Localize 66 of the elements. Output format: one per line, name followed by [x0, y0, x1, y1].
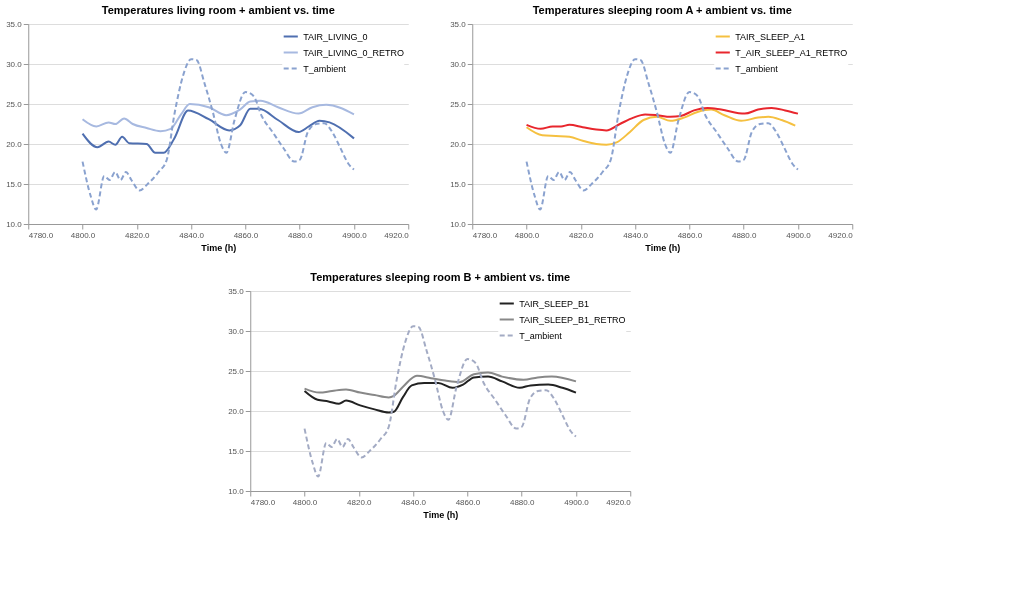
y-tick-label: 10.0 [6, 219, 23, 229]
y-tick-label: 15.0 [228, 446, 245, 456]
legend-label: TAIR_SLEEP_A1 [735, 31, 806, 42]
x-axis-title: Time (h) [645, 242, 681, 253]
x-tick-label: 4920.0 [384, 230, 410, 240]
line-series [81, 58, 355, 211]
x-tick-label: 4800.0 [514, 230, 540, 240]
x-tick-label: 4780.0 [472, 230, 498, 240]
line-series [303, 375, 577, 414]
legend-label: TAIR_SLEEP_B1_RETRO [519, 314, 626, 325]
x-tick-label: 4920.0 [828, 230, 854, 240]
y-tick-label: 35.0 [6, 19, 23, 29]
y-tick-label: 30.0 [450, 59, 467, 69]
x-axis-title: Time (h) [423, 509, 459, 520]
x-tick-label: 4780.0 [28, 230, 54, 240]
y-tick-label: 20.0 [228, 406, 245, 416]
line-series [81, 107, 355, 154]
x-tick-label: 4880.0 [509, 497, 535, 507]
x-tick-label: 4800.0 [70, 230, 96, 240]
y-tick-label: 25.0 [450, 99, 467, 109]
line-series [303, 325, 577, 478]
y-tick-label: 35.0 [228, 286, 245, 296]
line-series [81, 99, 355, 133]
chart-title: Temperatures sleeping room A + ambient vs. time [532, 4, 792, 16]
x-tick-label: 4840.0 [623, 230, 649, 240]
x-tick-label: 4820.0 [125, 230, 151, 240]
line-series [303, 371, 577, 399]
x-tick-label: 4780.0 [250, 497, 276, 507]
legend-label: T_ambient [519, 330, 563, 341]
x-tick-label: 4900.0 [564, 497, 590, 507]
legend-label: T_AIR_SLEEP_A1_RETRO [735, 47, 848, 58]
x-tick-label: 4860.0 [455, 497, 481, 507]
y-tick-label: 10.0 [228, 486, 245, 496]
line-series [525, 58, 799, 211]
x-tick-label: 4880.0 [287, 230, 313, 240]
y-tick-label: 15.0 [6, 179, 23, 189]
y-tick-label: 25.0 [228, 366, 245, 376]
x-tick-label: 4820.0 [569, 230, 595, 240]
chart-title: Temperatures living room + ambient vs. time [101, 4, 335, 16]
legend-label: T_ambient [735, 63, 779, 74]
x-tick-label: 4860.0 [677, 230, 703, 240]
chart-title: Temperatures sleeping room B + ambient vs. time [310, 271, 571, 283]
legend-label: TAIR_SLEEP_B1 [519, 298, 590, 309]
y-tick-label: 25.0 [6, 99, 23, 109]
y-tick-label: 20.0 [450, 139, 467, 149]
x-tick-label: 4800.0 [292, 497, 318, 507]
x-tick-label: 4920.0 [606, 497, 632, 507]
legend-label: TAIR_LIVING_0 [303, 31, 368, 42]
y-tick-label: 30.0 [228, 326, 245, 336]
y-tick-label: 20.0 [6, 139, 23, 149]
x-axis-title: Time (h) [201, 242, 237, 253]
y-tick-label: 35.0 [450, 19, 467, 29]
y-tick-label: 15.0 [450, 179, 467, 189]
y-tick-label: 10.0 [450, 219, 467, 229]
x-tick-label: 4900.0 [342, 230, 368, 240]
legend-label: TAIR_LIVING_0_RETRO [303, 47, 405, 58]
x-tick-label: 4880.0 [731, 230, 757, 240]
x-tick-label: 4900.0 [786, 230, 812, 240]
x-tick-label: 4840.0 [179, 230, 205, 240]
x-tick-label: 4820.0 [347, 497, 373, 507]
x-tick-label: 4840.0 [401, 497, 427, 507]
x-tick-label: 4860.0 [233, 230, 259, 240]
line-series [525, 108, 797, 146]
y-tick-label: 30.0 [6, 59, 23, 69]
line-series [525, 107, 799, 132]
legend-label: T_ambient [303, 63, 347, 74]
